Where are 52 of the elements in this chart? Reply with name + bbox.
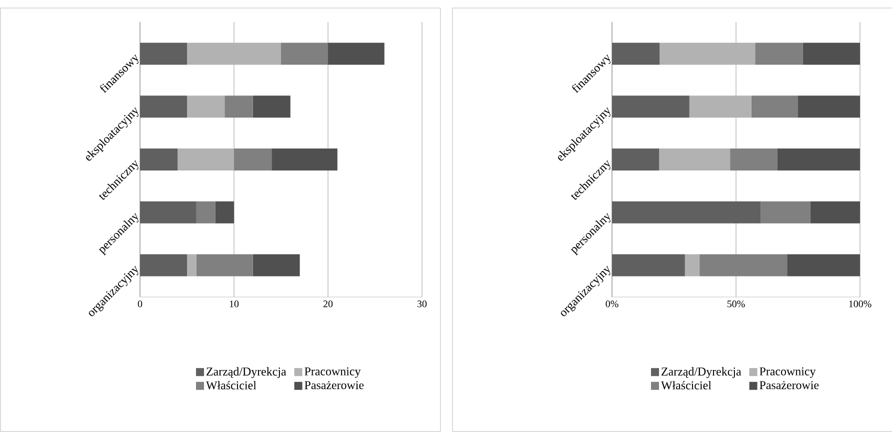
legend-label: Właściciel [206, 380, 256, 390]
bar [252, 96, 290, 118]
legend-label: Pasażerowie [304, 381, 364, 390]
bar [660, 42, 756, 65]
bar [252, 254, 300, 276]
x-tick-label: 20 [323, 300, 333, 308]
x-tick-label: 50% [727, 300, 745, 308]
bar [234, 148, 272, 171]
bar [272, 148, 338, 171]
bar [281, 42, 328, 65]
legend-label: Zarząd/Dyrekcja [662, 367, 742, 378]
bar [215, 201, 234, 224]
bar [140, 201, 196, 224]
bar [612, 254, 685, 276]
bar [689, 96, 752, 118]
bar [659, 148, 730, 171]
bar [187, 96, 225, 118]
x-tick-label: 30 [418, 300, 427, 308]
bar [730, 148, 778, 171]
bar [187, 42, 282, 65]
bar [187, 254, 196, 276]
bar [612, 148, 660, 171]
bar [178, 148, 234, 171]
bar [802, 42, 860, 65]
bar [196, 201, 216, 224]
bar [787, 254, 860, 276]
legend-label: Zarząd/Dyrekcja [206, 367, 286, 378]
bar [196, 254, 253, 276]
bar [612, 42, 660, 65]
legend-label: Pracownicy [760, 367, 816, 378]
bar [684, 254, 700, 276]
x-tick-label: 10 [230, 300, 239, 308]
legend-label: Właściciel [661, 380, 712, 390]
bar [612, 96, 690, 118]
bar [755, 42, 803, 65]
bar [798, 96, 860, 118]
bar [140, 148, 178, 171]
bar [810, 201, 860, 224]
bar [328, 42, 384, 65]
bar [140, 254, 188, 276]
legend-label: Pracownicy [304, 367, 361, 378]
x-tick-label: 100% [849, 300, 872, 308]
bar [700, 254, 788, 276]
legend-label: Pasażerowie [760, 381, 819, 390]
bar [760, 201, 810, 224]
bar [140, 42, 188, 65]
bar [140, 96, 188, 118]
bar [777, 148, 860, 171]
bar [612, 201, 761, 224]
x-tick-label: 0 [138, 300, 142, 308]
bar [751, 96, 798, 118]
bar [224, 96, 253, 118]
